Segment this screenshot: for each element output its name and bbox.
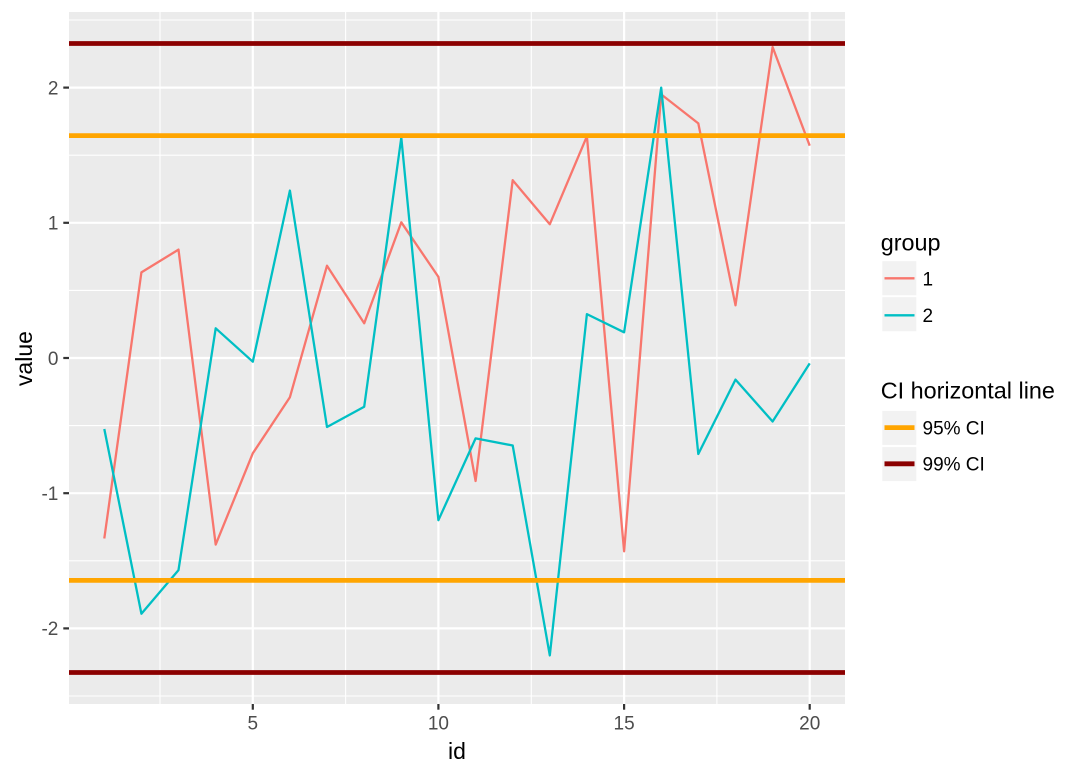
svg-text:CI horizontal line: CI horizontal line [881,378,1055,404]
svg-text:1: 1 [923,269,934,290]
svg-text:-1: -1 [41,484,58,505]
svg-text:value: value [11,331,37,386]
svg-text:20: 20 [799,714,820,735]
svg-text:5: 5 [248,714,259,735]
svg-text:id: id [448,738,466,764]
svg-text:2: 2 [48,78,59,99]
svg-text:-2: -2 [41,619,58,640]
svg-text:15: 15 [614,714,635,735]
svg-text:99% CI: 99% CI [923,455,985,476]
svg-text:2: 2 [923,306,934,327]
svg-text:95% CI: 95% CI [923,419,985,440]
svg-text:1: 1 [48,214,59,235]
svg-text:10: 10 [428,714,449,735]
svg-text:group: group [881,230,941,256]
svg-text:0: 0 [48,349,59,370]
